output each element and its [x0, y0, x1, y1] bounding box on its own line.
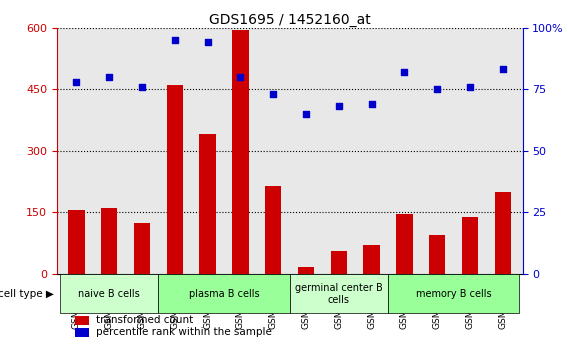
Point: [302, 111, 311, 117]
Bar: [101, 208, 118, 274]
Point: [105, 74, 114, 80]
Bar: [331, 252, 347, 274]
Bar: [495, 192, 511, 274]
Bar: [429, 235, 445, 274]
FancyBboxPatch shape: [158, 274, 290, 314]
Point: [269, 91, 278, 97]
Point: [466, 84, 475, 89]
FancyBboxPatch shape: [388, 274, 519, 314]
Text: germinal center B
cells: germinal center B cells: [295, 283, 383, 305]
Bar: [199, 135, 216, 274]
Text: percentile rank within the sample: percentile rank within the sample: [97, 327, 272, 337]
Point: [367, 101, 376, 107]
Point: [433, 87, 442, 92]
Point: [236, 74, 245, 80]
Bar: [396, 215, 413, 274]
Point: [170, 37, 179, 43]
FancyBboxPatch shape: [60, 274, 158, 314]
Bar: [364, 245, 380, 274]
Point: [203, 40, 212, 45]
Bar: [166, 85, 183, 274]
Bar: [76, 316, 89, 325]
Bar: [462, 217, 478, 274]
Bar: [232, 30, 249, 274]
Text: transformed count: transformed count: [97, 315, 194, 325]
Text: plasma B cells: plasma B cells: [189, 289, 260, 299]
Text: cell type ▶: cell type ▶: [0, 289, 54, 299]
Bar: [68, 210, 85, 274]
FancyBboxPatch shape: [290, 274, 388, 314]
Point: [137, 84, 147, 89]
Point: [498, 67, 507, 72]
Point: [400, 69, 409, 75]
Bar: [76, 328, 89, 337]
Text: naive B cells: naive B cells: [78, 289, 140, 299]
Bar: [265, 186, 282, 274]
Title: GDS1695 / 1452160_at: GDS1695 / 1452160_at: [209, 12, 370, 27]
Bar: [134, 223, 151, 274]
Text: memory B cells: memory B cells: [416, 289, 491, 299]
Point: [335, 104, 344, 109]
Bar: [298, 267, 314, 274]
Point: [72, 79, 81, 85]
